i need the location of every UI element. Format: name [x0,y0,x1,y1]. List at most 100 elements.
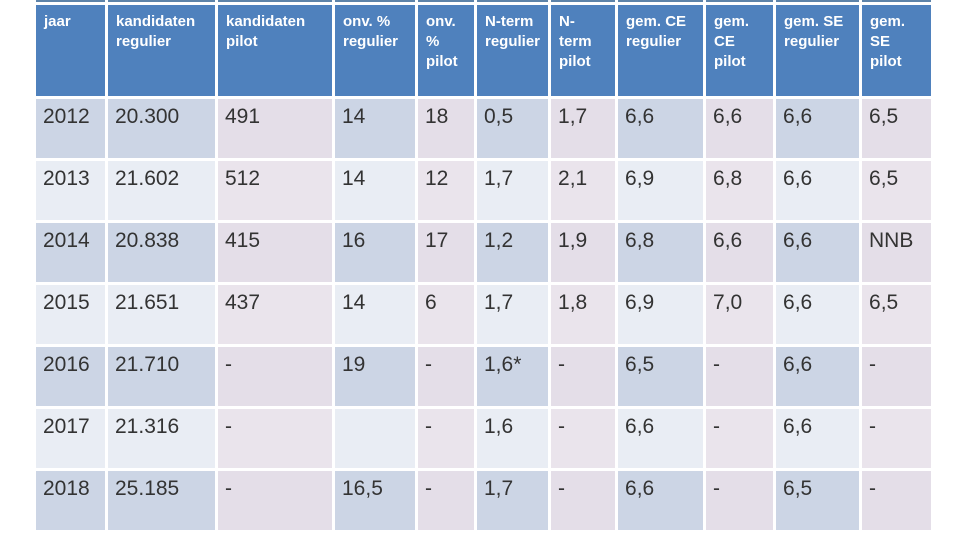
table-row: 2016 21.710-19-1,6* -6,5-6,6- [36,347,932,406]
table-cell: 20.300 [108,99,215,158]
table-cell: - [418,471,474,530]
top-strip-segment [618,0,704,2]
table-cell: 6,6 [776,99,860,158]
table-cell: 6,5 [776,471,860,530]
table-cell: - [862,409,932,468]
table-cell: 6,6 [776,285,860,344]
top-strip-segment [36,0,105,2]
column-header: N-term pilot [551,5,616,96]
table-cell: 21.602 [108,161,215,220]
table-cell: 437 [218,285,332,344]
table-cell: - [218,347,332,406]
table-cell: - [551,471,616,530]
table-cell: 1,7 [477,161,549,220]
year-cell: 2018 [36,471,105,530]
table-cell: 6,6 [618,99,704,158]
table-row: 2014 20.838 415 16 17 1,2 1,9 6,8 6,6 6,6 NNB [36,223,932,282]
table-cell: 12 [418,161,474,220]
table-cell: 6,6 [618,471,704,530]
table-cell: - [551,347,616,406]
top-strip-segment [218,0,332,2]
table-cell: 6,8 [706,161,774,220]
table-cell: - [551,409,616,468]
table-header-row: jaar kandidaten regulier kandidaten pilot o… [36,5,932,96]
column-header: gem. SE regulier [776,5,860,96]
year-cell: 2016 [36,347,105,406]
year-cell: 2013 [36,161,105,220]
column-header: gem. SE pilot [862,5,932,96]
table-cell: - [218,471,332,530]
year-cell: 2017 [36,409,105,468]
table-cell: 6,5 [618,347,704,406]
table-cell: 6,6 [706,99,774,158]
table-cell: 21.316 [108,409,215,468]
table-row: 2012 20.300 491 14 18 0,5 1,7 6,6 6,6 6,6 6,5 [36,99,932,158]
table-cell: 1,2 [477,223,549,282]
table-cell: - [218,409,332,468]
year-cell: 2012 [36,99,105,158]
table-cell: 6,6 [776,409,860,468]
table-cell: 6,6 [776,347,860,406]
year-cell: 2015 [36,285,105,344]
table-cell: 6,9 [618,285,704,344]
table-row: 2018 25.185-16,5-1,7-6,6-6,5- [36,471,932,530]
top-strip-segment [706,0,774,2]
top-strip-segment [418,0,474,2]
column-header: onv. % regulier [335,5,415,96]
table-cell: 6,5 [862,285,932,344]
table-cell: 6,8 [618,223,704,282]
table-cell: - [418,409,474,468]
year-cell: 2014 [36,223,105,282]
column-header: N-term regulier [477,5,549,96]
table-cell: 6,5 [862,99,932,158]
table-row: 2017 21.316- -1,6-6,6-6,6- [36,409,932,468]
table-cell: 20.838 [108,223,215,282]
table-cell: 25.185 [108,471,215,530]
table-cell: 2,1 [551,161,616,220]
top-strip-segment [108,0,215,2]
column-header: kandidaten pilot [218,5,332,96]
table-cell: 0,5 [477,99,549,158]
column-header: gem. CE pilot [706,5,774,96]
table-cell: 6,6 [776,223,860,282]
column-header: jaar [36,5,105,96]
column-header: kandidaten regulier [108,5,215,96]
table-cell: 14 [335,99,415,158]
table-row: 2013 21.602 512 14 12 1,7 2,1 6,9 6,8 6,6 6,5 [36,161,932,220]
top-strip-segment [477,0,549,2]
top-strip-segment [551,0,616,2]
table-cell: 21.710 [108,347,215,406]
table-cell: 21.651 [108,285,215,344]
table-cell: - [862,471,932,530]
table-cell: 6 [418,285,474,344]
table-cell: - [418,347,474,406]
top-strip-segment [335,0,415,2]
table-cell [335,409,415,468]
table-cell: - [706,471,774,530]
table-row: 2015 21.651 437 14 6 1,7 1,8 6,9 7,0 6,6 6,5 [36,285,932,344]
table-cell: 6,6 [618,409,704,468]
top-strip-segment [862,0,932,2]
table-cell: - [862,347,932,406]
table-cell: 6,9 [618,161,704,220]
table-cell: NNB [862,223,932,282]
table-cell: 14 [335,285,415,344]
table-cell: - [706,409,774,468]
table-cell: 1,6 [477,409,549,468]
table-cell: 7,0 [706,285,774,344]
table-cell: 19 [335,347,415,406]
table-cell: 1,7 [477,285,549,344]
table-cell: 1,7 [551,99,616,158]
exam-statistics-table: jaar kandidaten regulier kandidaten pilot o… [33,0,934,533]
table-cell: 6,6 [706,223,774,282]
table-cell: 16,5 [335,471,415,530]
table-cell: 6,5 [862,161,932,220]
table-cell: 415 [218,223,332,282]
column-header: gem. CE regulier [618,5,704,96]
table-cell: 1,9 [551,223,616,282]
table-cell: 1,8 [551,285,616,344]
table-cell: 1,7 [477,471,549,530]
table-cell: 512 [218,161,332,220]
column-header: onv. % pilot [418,5,474,96]
